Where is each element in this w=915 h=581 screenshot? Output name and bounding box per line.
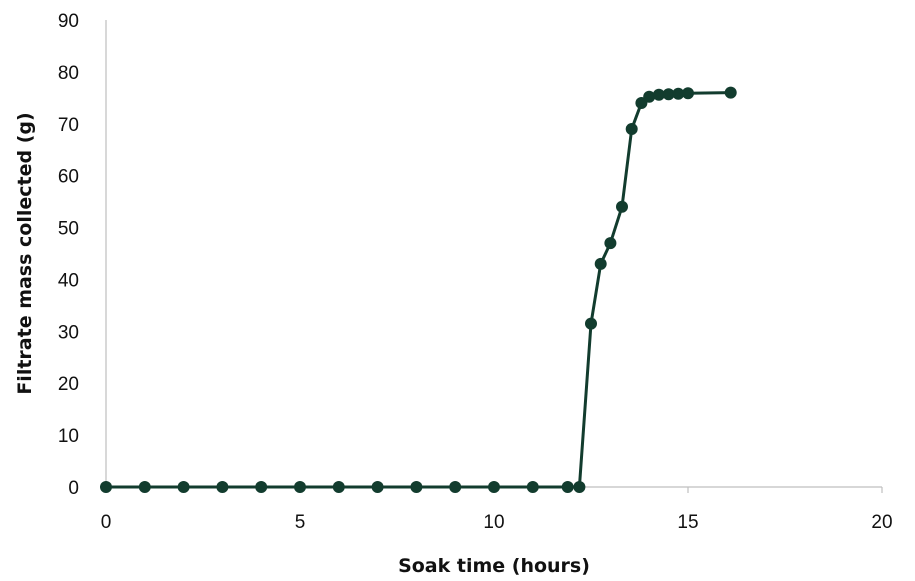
y-tick-label: 50 — [58, 219, 79, 240]
y-tick-label: 70 — [58, 115, 79, 136]
labels: Soak time (hours) Filtrate mass collecte… — [14, 112, 590, 577]
data-point — [682, 87, 694, 100]
data-point — [371, 481, 384, 493]
data-point — [585, 317, 597, 330]
y-axis-title: Filtrate mass collected (g) — [14, 112, 36, 394]
data-point — [616, 200, 628, 213]
data-point — [488, 481, 500, 493]
x-axis-title: Soak time (hours) — [398, 555, 590, 577]
data-point — [294, 481, 306, 493]
data-point — [100, 481, 112, 493]
data-point — [724, 86, 737, 99]
data-point — [594, 257, 607, 270]
y-tick-label: 10 — [58, 426, 79, 447]
x-tick-label: 15 — [677, 512, 698, 533]
axes: 0 5 10 15 20 0 10 20 30 40 50 60 70 80 90 — [58, 11, 893, 533]
x-tick-label: 20 — [871, 512, 892, 533]
data-point — [255, 481, 268, 493]
y-tick-label: 80 — [58, 63, 79, 84]
x-tick-label: 5 — [295, 512, 306, 533]
data-point — [643, 90, 656, 103]
data-point — [662, 88, 675, 101]
y-tick-label: 90 — [58, 11, 79, 32]
data-point — [332, 481, 345, 493]
series-line — [104, 91, 733, 489]
x-tick-label: 0 — [101, 512, 112, 533]
data-point — [652, 88, 665, 101]
data-point — [177, 481, 190, 493]
data-point — [604, 237, 617, 250]
data-point — [410, 481, 423, 493]
data-point — [672, 87, 685, 100]
series-layer — [100, 86, 737, 493]
x-tick-label: 10 — [483, 512, 504, 533]
data-point — [625, 123, 638, 135]
y-tick-label: 0 — [68, 478, 79, 499]
y-tick-label: 30 — [58, 322, 79, 343]
y-tick-label: 20 — [58, 374, 79, 395]
data-point — [573, 481, 586, 493]
data-point — [138, 481, 151, 493]
data-point — [526, 481, 539, 493]
data-point — [561, 481, 574, 493]
data-point — [449, 481, 462, 493]
y-tick-label: 60 — [58, 167, 79, 188]
data-point — [216, 481, 229, 493]
y-tick-label: 40 — [58, 270, 79, 291]
